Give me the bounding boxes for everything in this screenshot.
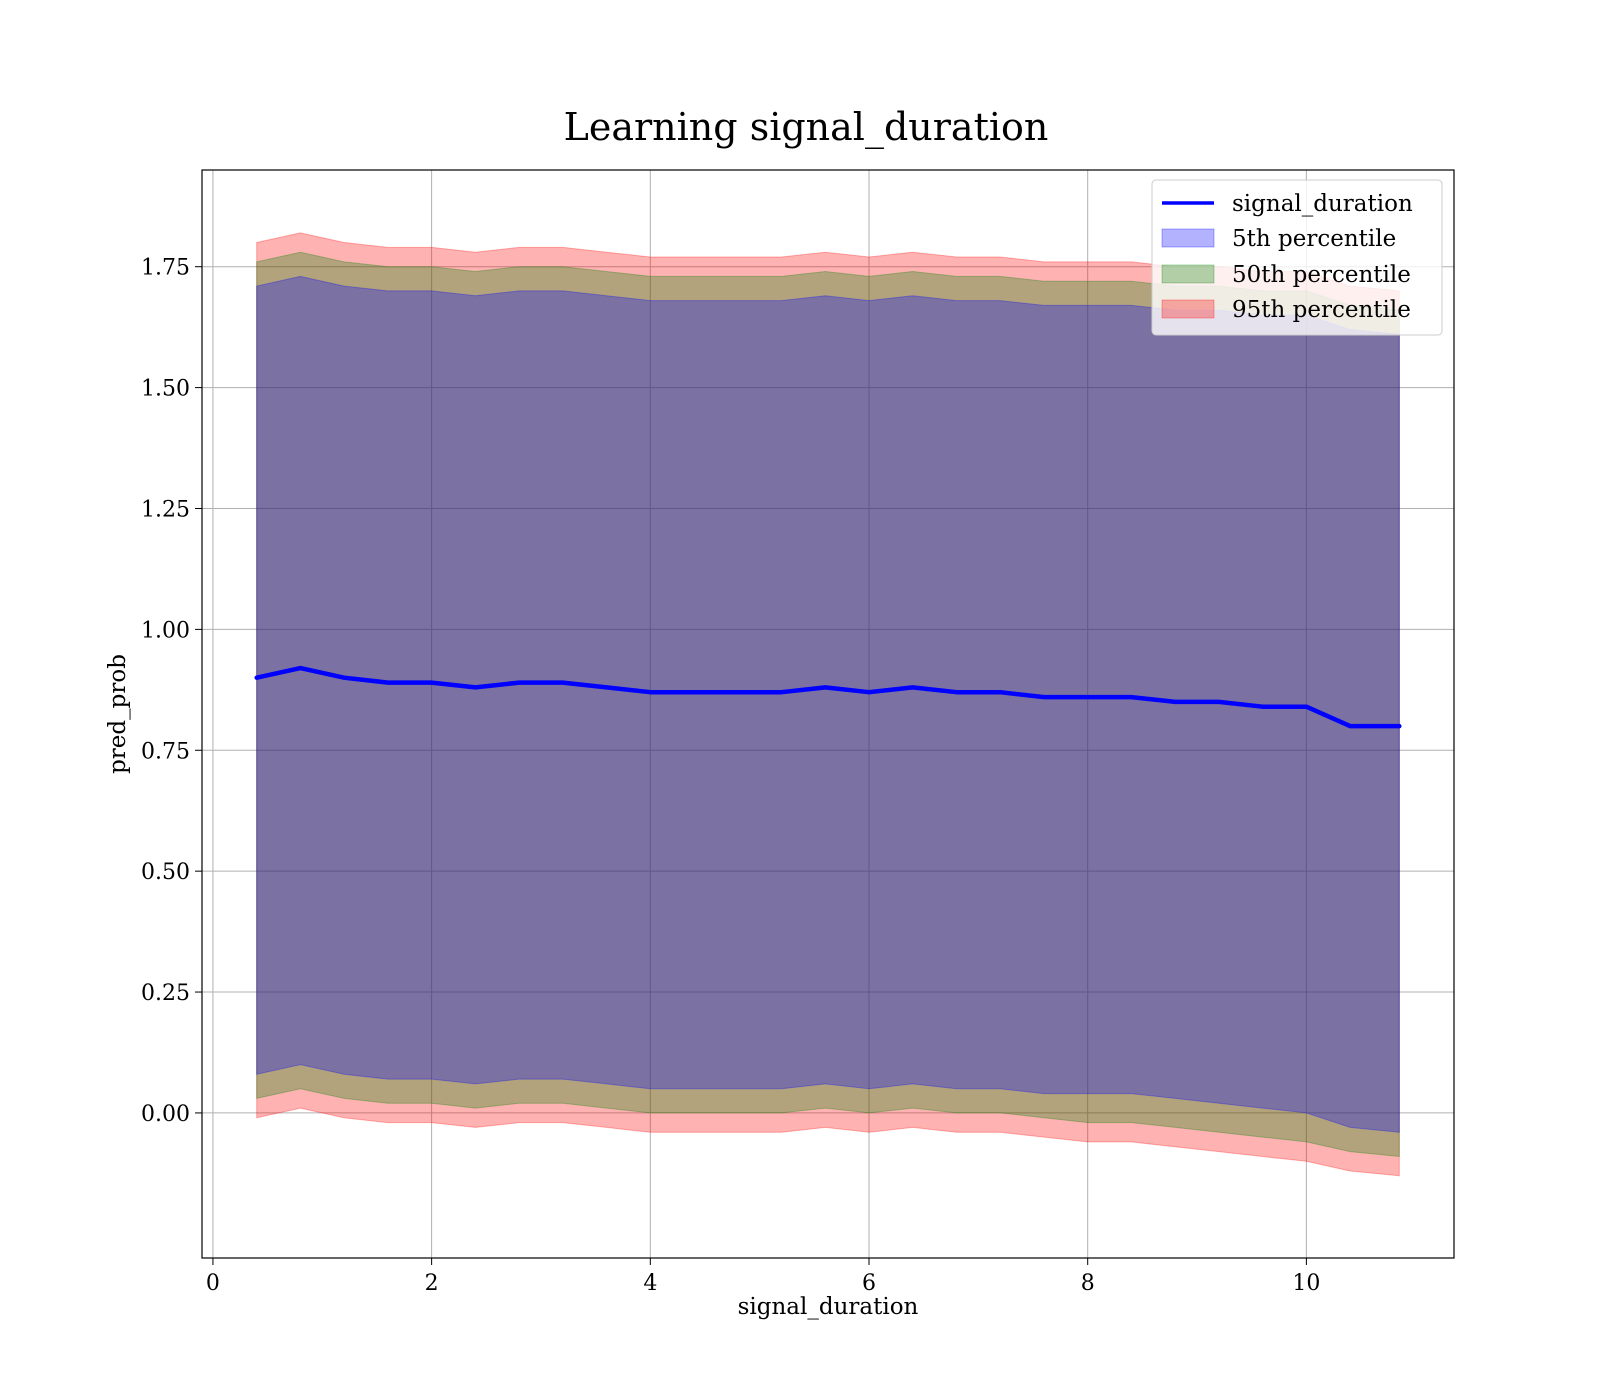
legend-label-50th: 50th percentile bbox=[1232, 262, 1411, 288]
legend-label-95th: 95th percentile bbox=[1232, 297, 1411, 323]
legend-swatch-5th bbox=[1161, 228, 1215, 248]
grid bbox=[202, 170, 1454, 1258]
y-tick-label: 1.00 bbox=[141, 618, 190, 643]
series-line-signal-duration bbox=[254, 665, 1402, 729]
band-50th bbox=[256, 251, 1400, 1158]
x-axis-label: signal_duration bbox=[738, 1294, 919, 1320]
legend-label-signal-duration: signal_duration bbox=[1232, 191, 1413, 217]
x-tick-label: 10 bbox=[1292, 1271, 1320, 1296]
percentile-bands bbox=[256, 232, 1400, 1177]
legend-frame bbox=[1151, 179, 1443, 336]
y-tick-label: 1.50 bbox=[141, 377, 190, 402]
y-tick-label: 0.25 bbox=[141, 981, 190, 1006]
y-tick-label: 0.00 bbox=[141, 1102, 190, 1127]
legend-swatch-95th bbox=[1161, 299, 1215, 319]
x-tick-label: 0 bbox=[206, 1271, 220, 1296]
x-tick-label: 2 bbox=[425, 1271, 439, 1296]
y-tick-label: 1.75 bbox=[141, 256, 190, 281]
legend: signal_duration 5th percentile 50th perc… bbox=[1151, 179, 1443, 336]
x-tick-label: 8 bbox=[1081, 1271, 1095, 1296]
y-tick-label: 0.75 bbox=[141, 739, 190, 764]
band-95th bbox=[256, 232, 1400, 1177]
y-tick-label: 0.50 bbox=[141, 860, 190, 885]
axis-ticks: 0 2 4 6 8 10 0.00 0.25 0.50 0.75 1.00 1.25 1.50 1.75 bbox=[141, 256, 1320, 1296]
chart-title: Learning signal_duration bbox=[564, 105, 1049, 150]
band-5th bbox=[256, 275, 1400, 1133]
legend-label-5th: 5th percentile bbox=[1232, 226, 1396, 252]
legend-swatch-50th bbox=[1161, 264, 1215, 284]
x-tick-label: 6 bbox=[862, 1271, 876, 1296]
plot-frame bbox=[201, 169, 1455, 1259]
y-tick-label: 1.25 bbox=[141, 497, 190, 522]
series-lines bbox=[254, 665, 1402, 729]
y-axis-label: pred_prob bbox=[105, 654, 131, 774]
x-tick-label: 4 bbox=[643, 1271, 657, 1296]
